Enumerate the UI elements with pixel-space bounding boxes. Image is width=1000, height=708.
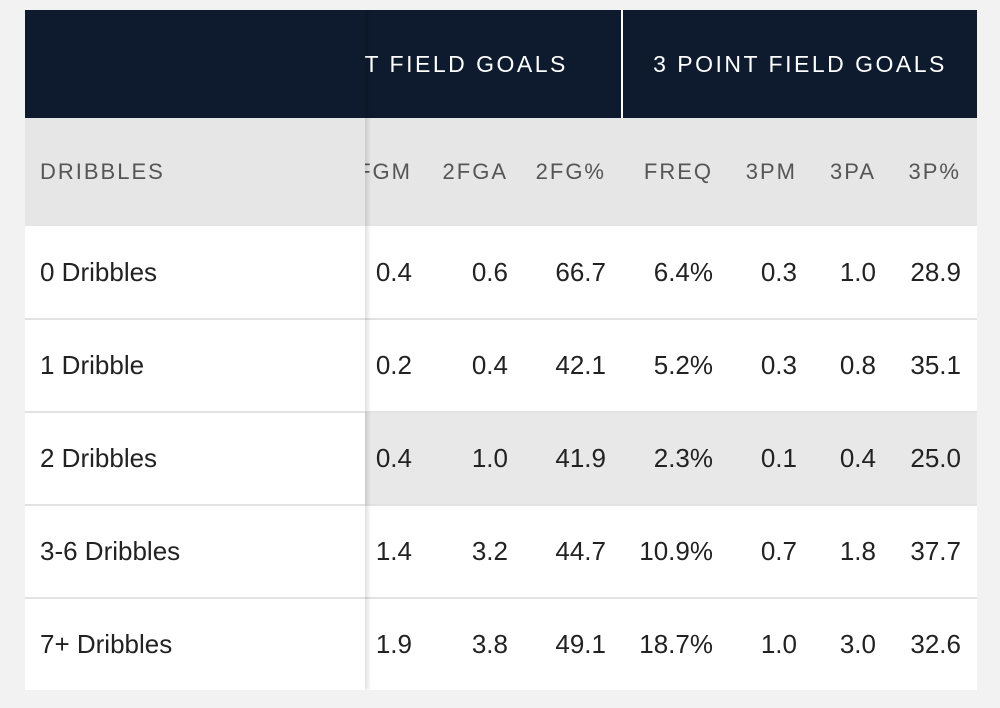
stat-value: 1.9 xyxy=(375,629,412,659)
stat-value: 37.7 xyxy=(910,536,961,566)
stat-value: 0.3 xyxy=(760,350,797,380)
row-separator xyxy=(25,318,977,320)
stat-value: 66.7 xyxy=(555,257,606,287)
stats-table: 2 POINT FIELD GOALS 3 POINT FIELD GOALS 2F… xyxy=(25,10,977,690)
row-label: 3-6 Dribbles xyxy=(40,536,181,566)
scroll-area[interactable]: 2 POINT FIELD GOALS 3 POINT FIELD GOALS 2F… xyxy=(25,10,977,690)
stat-value: 1.0 xyxy=(839,257,876,287)
stat-value: 5.2% xyxy=(653,350,713,380)
stat-value: 3.0 xyxy=(839,629,876,659)
row-separator xyxy=(25,597,365,599)
stat-value: 3.2 xyxy=(471,536,508,566)
stat-value: 18.7% xyxy=(639,629,713,659)
row-separator xyxy=(25,504,365,506)
row-separator xyxy=(25,504,977,506)
column-header[interactable]: 3P% xyxy=(908,159,961,184)
stat-value: 1.8 xyxy=(839,536,876,566)
sticky-header-bar xyxy=(25,10,365,118)
sticky-column: DRIBBLES 0 Dribbles 1 Dribble 2 Dribbles 3-6… xyxy=(25,10,365,690)
column-header[interactable]: 3PA xyxy=(830,159,876,184)
row-label: 0 Dribbles xyxy=(40,257,158,287)
column-header[interactable]: DRIBBLES xyxy=(40,159,165,184)
stat-value: 0.2 xyxy=(375,350,412,380)
column-header[interactable]: FREQ xyxy=(643,159,713,184)
stat-value: 2.3% xyxy=(653,443,713,473)
stat-value: 1.4 xyxy=(375,536,412,566)
stat-value: 25.0 xyxy=(910,443,961,473)
row-label: 7+ Dribbles xyxy=(40,629,173,659)
stat-value: 44.7 xyxy=(555,536,606,566)
stat-value: 0.7 xyxy=(760,536,797,566)
column-header[interactable]: 2FG% xyxy=(535,159,606,184)
stat-value: 28.9 xyxy=(910,257,961,287)
stat-value: 1.0 xyxy=(471,443,508,473)
stat-value: 49.1 xyxy=(555,629,606,659)
stat-value: 32.6 xyxy=(910,629,961,659)
stat-value: 10.9% xyxy=(639,536,713,566)
stat-value: 35.1 xyxy=(910,350,961,380)
row-separator xyxy=(25,318,365,320)
row-separator xyxy=(25,411,365,413)
stat-value: 1.0 xyxy=(760,629,797,659)
column-header[interactable]: 2FGA xyxy=(442,159,508,184)
sticky-colheader-bar xyxy=(25,118,365,226)
group-header: 3 POINT FIELD GOALS xyxy=(653,50,947,77)
stat-value: 0.1 xyxy=(760,443,797,473)
stat-value: 0.4 xyxy=(375,443,412,473)
row-label: 1 Dribble xyxy=(40,350,145,380)
stat-value: 0.3 xyxy=(760,257,797,287)
stat-value: 41.9 xyxy=(555,443,606,473)
row-separator xyxy=(25,597,977,599)
stat-value: 0.4 xyxy=(375,257,412,287)
stat-value: 3.8 xyxy=(471,629,508,659)
row-separator xyxy=(25,411,977,413)
group-divider xyxy=(621,10,623,118)
row-label: 2 Dribbles xyxy=(40,443,158,473)
stat-value: 0.8 xyxy=(839,350,876,380)
stat-value: 0.4 xyxy=(471,350,508,380)
column-header[interactable]: 3PM xyxy=(745,159,797,184)
stat-value: 6.4% xyxy=(653,257,713,287)
stat-value: 0.4 xyxy=(839,443,876,473)
stat-value: 42.1 xyxy=(555,350,606,380)
stat-value: 0.6 xyxy=(471,257,508,287)
